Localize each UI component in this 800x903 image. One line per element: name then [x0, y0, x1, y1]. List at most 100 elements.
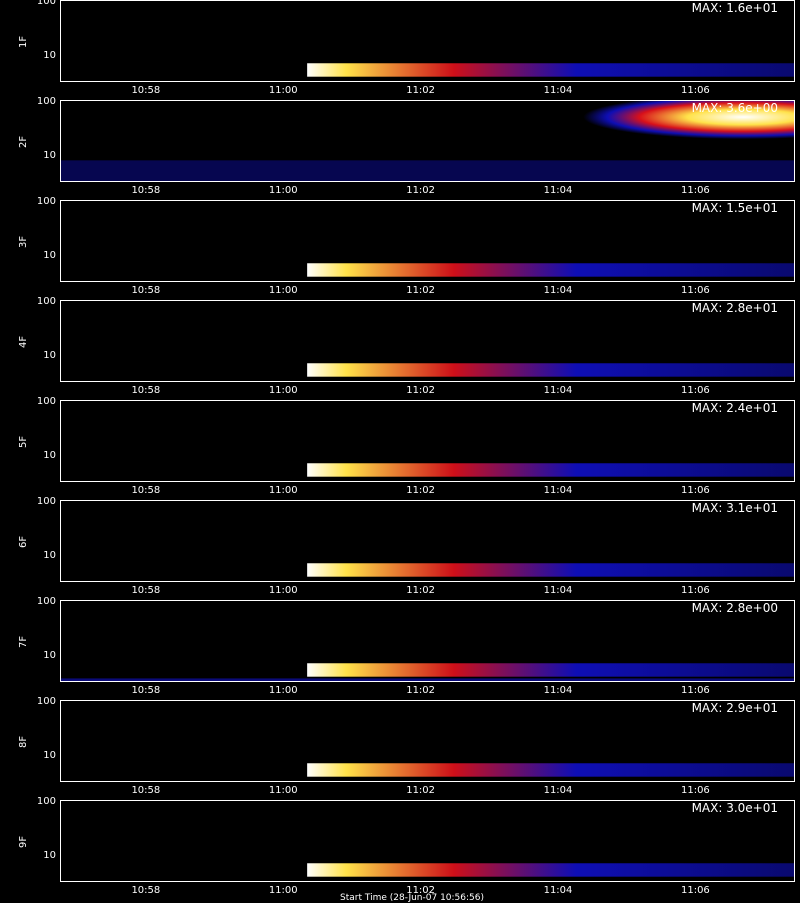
- panel-6f: 6F 100 10 10:58 11:00 11:02 11:04 11:06 MAX: 3.1…: [0, 496, 800, 600]
- x-tick-label: 11:00: [268, 785, 298, 796]
- spectrogram-plot: [60, 400, 795, 482]
- x-tick-label: 10:58: [131, 885, 161, 896]
- emission-trail: [307, 263, 794, 277]
- x-tick-label: 11:02: [406, 85, 436, 96]
- x-tick-label: 11:04: [543, 385, 573, 396]
- spectrogram-plot: [60, 0, 795, 82]
- y-tick-label: 10: [43, 249, 56, 261]
- spectrogram-plot: [60, 600, 795, 682]
- emission-trail: [307, 663, 794, 677]
- y-tick-label: 100: [36, 496, 56, 508]
- x-tick-label: 11:06: [680, 585, 710, 596]
- max-value-label: MAX: 3.1e+01: [691, 501, 778, 515]
- x-tick-label: 11:06: [680, 785, 710, 796]
- x-tick-label: 11:04: [543, 285, 573, 296]
- max-value-label: MAX: 1.6e+01: [691, 1, 778, 15]
- panel-label: 3F: [18, 235, 29, 248]
- heatmap-svg: [307, 563, 794, 577]
- panel-label: 7F: [18, 635, 29, 648]
- y-tick-label: 10: [43, 449, 56, 461]
- y-tick-label: 100: [36, 0, 56, 8]
- spectrogram-plot: [60, 700, 795, 782]
- x-tick-label: 10:58: [131, 585, 161, 596]
- noise-band: [61, 678, 794, 681]
- y-tick-label: 100: [36, 596, 56, 608]
- start-time-label: Start Time (28-Jun-07 10:56:56): [340, 893, 484, 903]
- panel-label: 2F: [18, 135, 29, 148]
- x-tick-label: 11:02: [406, 885, 436, 896]
- panel-3f: 3F 100 10 10:58 11:00 11:02 11:04 11:06 MAX: 1.5…: [0, 196, 800, 300]
- spectrogram-plot: [60, 300, 795, 382]
- max-value-label: MAX: 2.8e+01: [691, 301, 778, 315]
- emission-plume: [583, 101, 794, 140]
- x-tick-label: 11:00: [268, 85, 298, 96]
- y-tick-label: 10: [43, 749, 56, 761]
- heatmap-svg: [307, 363, 794, 377]
- x-tick-label: 11:02: [406, 285, 436, 296]
- emission-trail: [307, 463, 794, 477]
- x-tick-label: 10:58: [131, 285, 161, 296]
- y-tick-label: 10: [43, 349, 56, 361]
- x-tick-label: 10:58: [131, 485, 161, 496]
- emission-trail: [307, 363, 794, 377]
- heatmap-svg: [307, 763, 794, 777]
- y-tick-label: 100: [36, 796, 56, 808]
- y-tick-label: 100: [36, 296, 56, 308]
- heatmap-svg: [307, 263, 794, 277]
- x-tick-label: 10:58: [131, 685, 161, 696]
- x-tick-label: 11:00: [268, 185, 298, 196]
- heatmap-svg: [307, 863, 794, 877]
- x-tick-label: 11:06: [680, 285, 710, 296]
- panel-7f: 7F 100 10 10:58 11:00 11:02 11:04 11:06 MAX: 2.8…: [0, 596, 800, 700]
- emission-trail: [307, 863, 794, 877]
- y-tick-label: 100: [36, 696, 56, 708]
- x-tick-label: 11:06: [680, 685, 710, 696]
- max-value-label: MAX: 2.8e+00: [691, 601, 778, 615]
- x-tick-label: 10:58: [131, 185, 161, 196]
- noise-band: [61, 160, 794, 181]
- y-tick-label: 100: [36, 396, 56, 408]
- x-tick-label: 11:04: [543, 685, 573, 696]
- x-tick-label: 11:00: [268, 385, 298, 396]
- x-tick-label: 11:04: [543, 485, 573, 496]
- x-tick-label: 10:58: [131, 85, 161, 96]
- x-tick-label: 11:06: [680, 85, 710, 96]
- y-tick-label: 10: [43, 49, 56, 61]
- x-tick-label: 11:06: [680, 385, 710, 396]
- panel-label: 9F: [18, 835, 29, 848]
- x-tick-label: 11:02: [406, 585, 436, 596]
- panel-8f: 8F 100 10 10:58 11:00 11:02 11:04 11:06 MAX: 2.9…: [0, 696, 800, 800]
- x-tick-label: 11:02: [406, 685, 436, 696]
- spectrogram-plot: [60, 500, 795, 582]
- spectrogram-plot: [60, 100, 795, 182]
- x-tick-label: 11:04: [543, 885, 573, 896]
- emission-trail: [307, 563, 794, 577]
- y-tick-label: 10: [43, 649, 56, 661]
- x-tick-label: 11:02: [406, 785, 436, 796]
- panel-2f: 2F 100 10 10:58 11:00 11:02 11:04 11:06 MAX: 3.6…: [0, 96, 800, 200]
- panel-label: 5F: [18, 435, 29, 448]
- max-value-label: MAX: 3.6e+00: [691, 101, 778, 115]
- panel-1f: 1F 100 10 10:58 11:00 11:02 11:04 11:06 MAX: 1.6…: [0, 0, 800, 100]
- max-value-label: MAX: 2.4e+01: [691, 401, 778, 415]
- heatmap-svg: [61, 663, 794, 681]
- panel-4f: 4F 100 10 10:58 11:00 11:02 11:04 11:06 MAX: 2.8…: [0, 296, 800, 400]
- x-tick-label: 11:02: [406, 385, 436, 396]
- heatmap-svg: [61, 101, 794, 181]
- x-tick-label: 11:00: [268, 885, 298, 896]
- panel-label: 1F: [18, 35, 29, 48]
- panel-9f: 9F 100 10 10:58 11:00 11:02 11:04 11:06 MAX: 3.0…: [0, 796, 800, 900]
- x-tick-label: 11:02: [406, 185, 436, 196]
- x-tick-label: 11:00: [268, 485, 298, 496]
- x-tick-label: 11:06: [680, 185, 710, 196]
- y-tick-label: 10: [43, 549, 56, 561]
- x-tick-label: 11:00: [268, 285, 298, 296]
- y-tick-label: 100: [36, 96, 56, 108]
- x-tick-label: 10:58: [131, 385, 161, 396]
- x-tick-label: 11:04: [543, 185, 573, 196]
- max-value-label: MAX: 1.5e+01: [691, 201, 778, 215]
- x-tick-label: 11:04: [543, 785, 573, 796]
- y-tick-label: 10: [43, 849, 56, 861]
- x-tick-label: 11:04: [543, 585, 573, 596]
